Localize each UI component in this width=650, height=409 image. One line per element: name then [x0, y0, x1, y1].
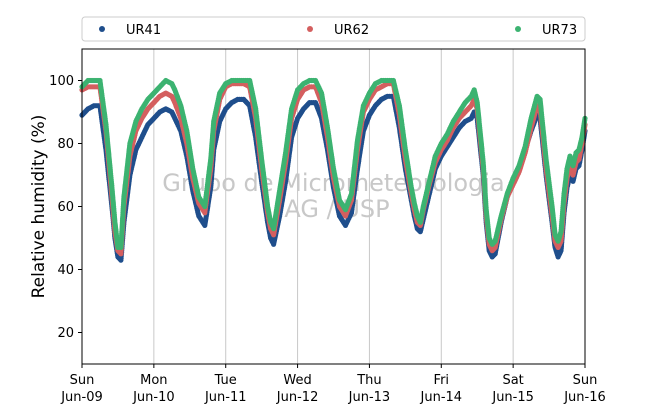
x-tick-day: Mon — [140, 373, 167, 388]
legend-label: UR41 — [126, 23, 161, 38]
x-tick-day: Tue — [214, 373, 237, 388]
x-tick-label: Jun-15 — [491, 390, 534, 405]
y-tick-label: 80 — [57, 137, 74, 152]
x-tick-label: Jun-14 — [420, 390, 463, 405]
series-ur73 — [79, 77, 588, 250]
x-axis: Sun Jun-09 Mon Jun-10 Tue Jun-11 Wed Jun-12 Thu J… — [60, 364, 606, 405]
x-tick-label: Jun-11 — [204, 390, 247, 405]
x-tick-day: Fri — [434, 373, 450, 388]
legend-label: UR62 — [334, 23, 369, 38]
legend-box — [81, 16, 586, 42]
x-tick-label: Jun-09 — [60, 390, 103, 405]
y-axis-label: Relative humidity (%) — [29, 115, 49, 299]
y-tick-label: 20 — [57, 326, 74, 341]
x-tick-day: Sat — [502, 373, 523, 388]
x-tick-label: Jun-13 — [348, 390, 391, 405]
x-tick-day: Wed — [283, 373, 311, 388]
legend: UR41 UR62 UR73 — [81, 16, 586, 42]
x-tick-label: Jun-16 — [563, 390, 606, 405]
series-layer — [79, 77, 588, 263]
legend-label: UR73 — [542, 23, 577, 38]
legend-marker — [99, 26, 105, 32]
x-tick-label: Jun-12 — [276, 390, 319, 405]
x-tick-day: Sun — [70, 373, 95, 388]
y-tick-label: 60 — [57, 200, 74, 215]
x-tick-day: Thu — [356, 373, 381, 388]
y-tick-label: 100 — [49, 74, 74, 89]
legend-marker — [307, 26, 313, 32]
x-tick-day: Sun — [573, 373, 598, 388]
y-axis: 20 40 60 80 100 — [49, 74, 82, 341]
y-tick-label: 40 — [57, 263, 74, 278]
legend-marker — [515, 26, 521, 32]
x-tick-label: Jun-10 — [132, 390, 175, 405]
